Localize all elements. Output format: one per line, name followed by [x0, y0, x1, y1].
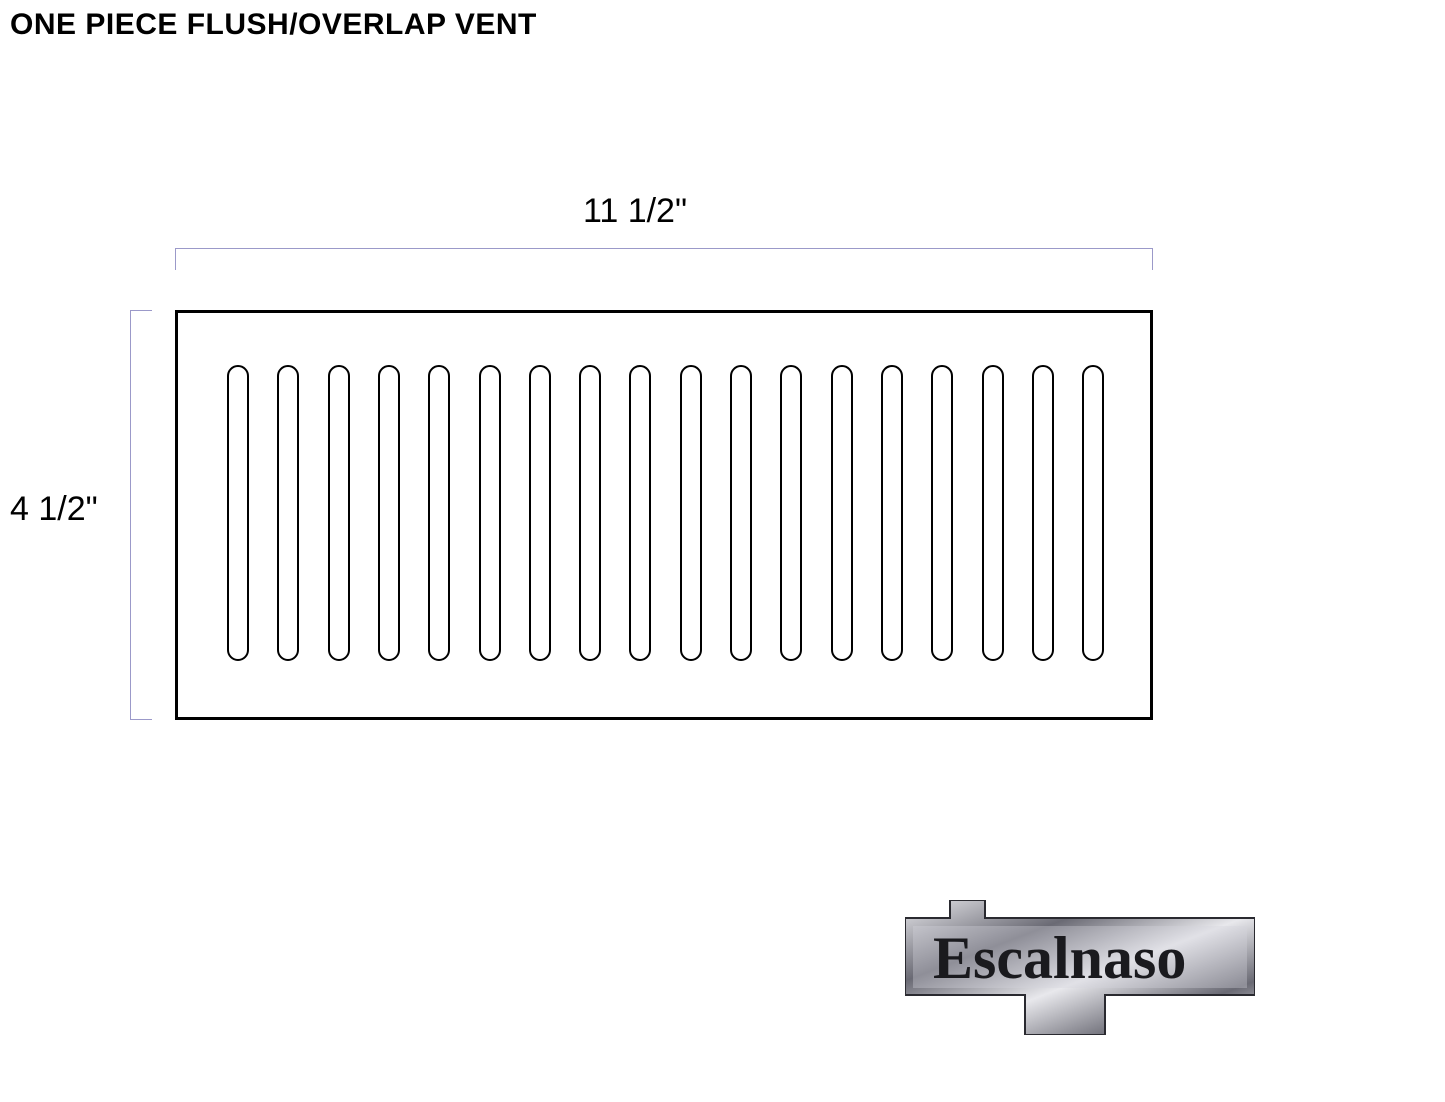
- width-dimension-bracket: [175, 248, 1153, 270]
- vent-slot: [680, 365, 702, 661]
- vent-slot: [579, 365, 601, 661]
- vent-slot: [479, 365, 501, 661]
- vent-slot: [831, 365, 853, 661]
- vent-slot: [277, 365, 299, 661]
- vent-outline: [175, 310, 1153, 720]
- vent-slot: [730, 365, 752, 661]
- vent-slot: [227, 365, 249, 661]
- vent-slot: [428, 365, 450, 661]
- page-title: ONE PIECE FLUSH/OVERLAP VENT: [10, 8, 537, 42]
- vent-slot: [881, 365, 903, 661]
- vent-slot: [629, 365, 651, 661]
- width-dimension-label: 11 1/2": [555, 192, 715, 231]
- height-dimension-bracket: [130, 310, 152, 720]
- brand-logo-text: Escalnaso: [933, 925, 1186, 991]
- vent-slot: [1082, 365, 1104, 661]
- vent-slot: [982, 365, 1004, 661]
- vent-slot: [328, 365, 350, 661]
- height-dimension-label: 4 1/2": [10, 490, 98, 529]
- vent-slot: [1032, 365, 1054, 661]
- brand-logo: Escalnaso: [905, 900, 1255, 1035]
- vent-slot: [378, 365, 400, 661]
- vent-slot: [931, 365, 953, 661]
- vent-slot: [780, 365, 802, 661]
- vent-slot: [529, 365, 551, 661]
